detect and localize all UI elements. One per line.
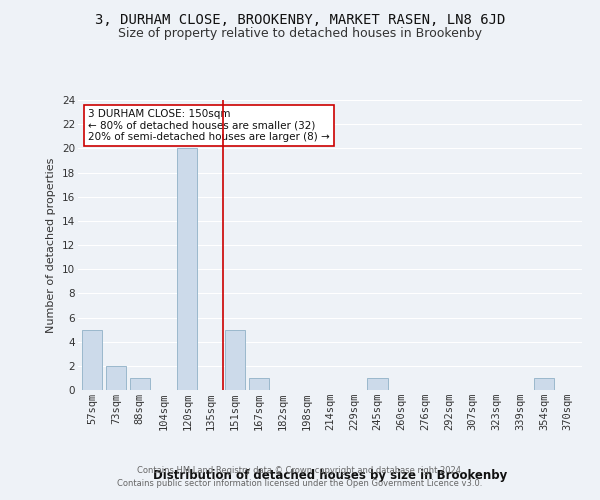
Bar [248,378,269,390]
Bar [177,148,197,390]
X-axis label: Distribution of detached houses by size in Brookenby: Distribution of detached houses by size … [153,469,507,482]
Y-axis label: Number of detached properties: Number of detached properties [46,158,56,332]
Text: 3 DURHAM CLOSE: 150sqm
← 80% of detached houses are smaller (32)
20% of semi-det: 3 DURHAM CLOSE: 150sqm ← 80% of detached… [88,108,330,142]
Bar [534,378,554,390]
Text: Contains HM Land Registry data © Crown copyright and database right 2024.
Contai: Contains HM Land Registry data © Crown c… [118,466,482,487]
Bar [130,378,150,390]
Bar [106,366,126,390]
Text: Size of property relative to detached houses in Brookenby: Size of property relative to detached ho… [118,28,482,40]
Bar [367,378,388,390]
Bar [82,330,103,390]
Text: 3, DURHAM CLOSE, BROOKENBY, MARKET RASEN, LN8 6JD: 3, DURHAM CLOSE, BROOKENBY, MARKET RASEN… [95,12,505,26]
Bar [225,330,245,390]
